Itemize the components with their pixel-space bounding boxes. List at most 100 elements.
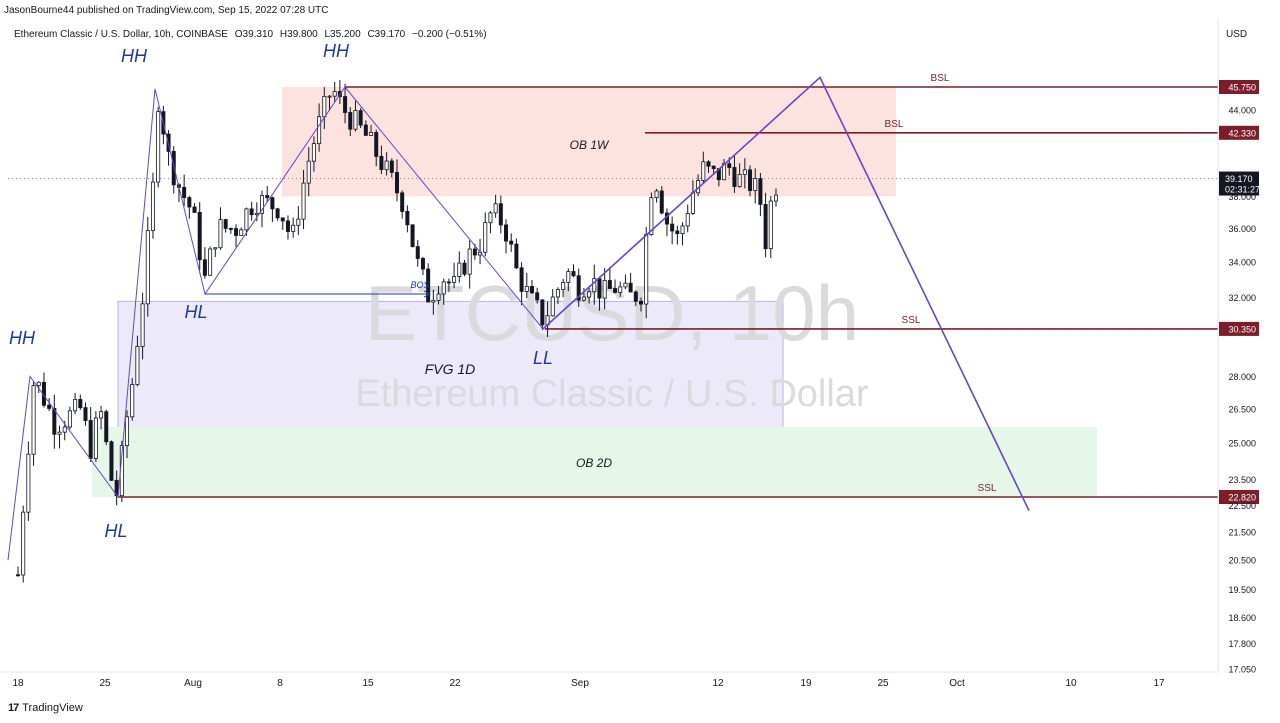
- candle-body: [306, 160, 311, 184]
- candle-body: [156, 111, 161, 183]
- candle-body: [296, 218, 301, 226]
- candle-body: [322, 95, 327, 118]
- candle-body: [239, 229, 244, 236]
- level-label: BSL: [885, 119, 904, 130]
- price-tick: 22.500: [1228, 501, 1256, 511]
- candle-body: [213, 247, 218, 250]
- price-tag-text: 42.330: [1228, 128, 1256, 138]
- candle-body: [571, 271, 576, 277]
- tradingview-logo-icon: 17: [8, 702, 19, 714]
- candle-body: [742, 169, 747, 175]
- price-tag: [1219, 321, 1259, 336]
- price-tick: 32.000: [1228, 293, 1256, 303]
- candle-body: [607, 280, 612, 289]
- candle-body: [680, 225, 685, 235]
- candle-body: [374, 132, 379, 157]
- level-label: SSL: [978, 483, 997, 494]
- candle-body: [431, 299, 436, 303]
- candle-body: [561, 282, 566, 290]
- candle-body: [602, 280, 607, 299]
- price-tick: 18.600: [1228, 613, 1256, 623]
- candle-body: [104, 411, 109, 443]
- candle-body: [244, 208, 249, 231]
- candle-body: [291, 224, 296, 232]
- price-tick: 21.500: [1228, 528, 1256, 538]
- candle-body: [633, 291, 638, 302]
- zone-2: [92, 426, 1097, 497]
- footer-brand: 17 TradingView: [8, 702, 83, 714]
- publisher-line: JasonBourne44 published on TradingView.c…: [4, 5, 329, 16]
- price-tick: 17.050: [1228, 664, 1256, 674]
- time-tick: 12: [712, 678, 724, 689]
- candle-body: [140, 303, 145, 347]
- candle-body: [773, 194, 778, 202]
- candle-body: [529, 286, 534, 294]
- candle-body: [379, 155, 384, 171]
- candle-body: [405, 211, 410, 226]
- swing-label-hh: HH: [9, 328, 36, 348]
- candle-body: [249, 208, 254, 216]
- candle-body: [78, 398, 83, 409]
- time-tick: 8: [277, 678, 283, 689]
- candle-body: [441, 281, 446, 295]
- candle-body: [753, 178, 758, 192]
- candle-body: [426, 268, 431, 303]
- candle-body: [504, 224, 509, 242]
- candle-body: [202, 259, 207, 276]
- candle-body: [353, 110, 358, 130]
- candle-body: [327, 95, 332, 98]
- candle-body: [493, 203, 498, 214]
- swing-label-ll: LL: [533, 348, 553, 368]
- candle-body: [644, 234, 649, 305]
- projection-path[interactable]: [542, 76, 1030, 511]
- candle-body: [228, 228, 233, 230]
- open-value: O39.310: [234, 29, 274, 40]
- candle-body: [223, 219, 228, 229]
- candle-body: [737, 174, 742, 187]
- candle-body: [592, 278, 597, 293]
- candle-body: [171, 150, 176, 186]
- candle-body: [369, 132, 374, 136]
- time-tick: Aug: [184, 678, 202, 689]
- candle-body: [67, 410, 72, 428]
- candle-body: [555, 289, 560, 298]
- candle-body: [701, 161, 706, 181]
- candle-body: [83, 407, 88, 421]
- last-price-text: 39.170: [1225, 174, 1253, 184]
- candle-body: [488, 212, 493, 224]
- candle-body: [732, 167, 737, 187]
- price-tag-text: 30.350: [1228, 324, 1256, 334]
- candle-body: [540, 299, 545, 326]
- candle-body: [659, 190, 664, 214]
- zone-label: OB 2D: [576, 456, 612, 470]
- candle-body: [358, 110, 363, 126]
- candle-body: [150, 181, 155, 231]
- candle-body: [57, 431, 62, 435]
- candle-body: [436, 293, 441, 301]
- currency-label: USD: [1226, 29, 1248, 40]
- candle-body: [47, 404, 52, 409]
- candle-body: [519, 267, 524, 292]
- price-tick: 38.000: [1228, 192, 1256, 202]
- price-tick: 20.500: [1228, 556, 1256, 566]
- candle-body: [654, 190, 659, 199]
- candle-body: [260, 195, 265, 214]
- candle-body: [597, 278, 602, 299]
- candle-body: [317, 116, 322, 145]
- candle-body: [73, 398, 78, 412]
- level-label: BSL: [931, 73, 950, 84]
- close-value: C39.170: [367, 29, 406, 40]
- price-tick: 25.000: [1228, 439, 1256, 449]
- candle-body: [285, 220, 290, 232]
- candle-body: [566, 271, 571, 283]
- symbol-legend: Ethereum Classic / U.S. Dollar, 10h, COI…: [14, 29, 491, 40]
- high-value: H39.800: [279, 29, 318, 40]
- price-tick: 26.500: [1228, 404, 1256, 414]
- candle-body: [483, 222, 488, 253]
- watermark-name: Ethereum Classic / U.S. Dollar: [355, 373, 868, 415]
- candle-body: [26, 453, 31, 513]
- symbol-name: Ethereum Classic / U.S. Dollar, 10h, COI…: [14, 29, 228, 40]
- candle-body: [613, 288, 618, 293]
- candle-body: [711, 165, 716, 169]
